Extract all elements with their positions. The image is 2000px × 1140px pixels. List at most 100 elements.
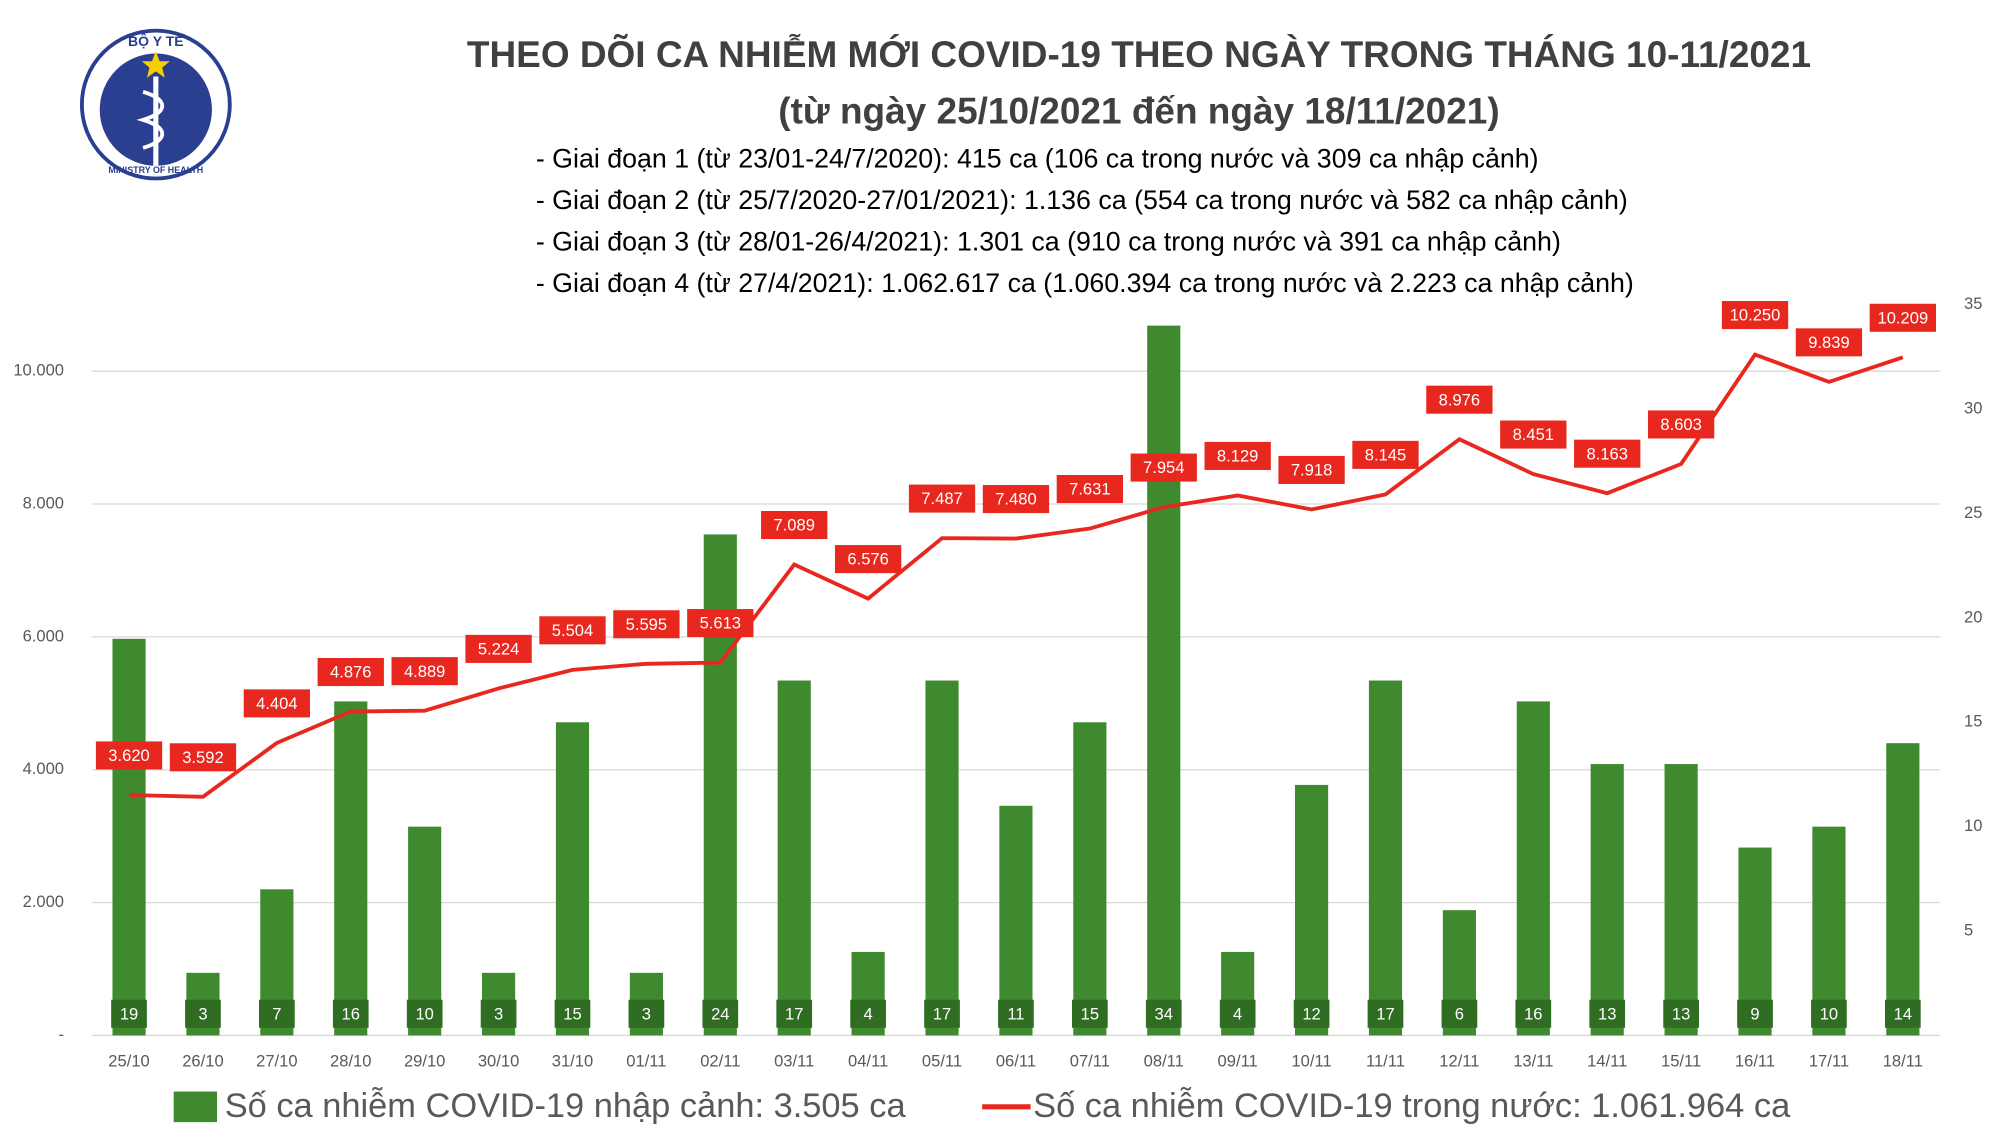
legend-label: Số ca nhiễm COVID-19 trong nước: 1.061.9… <box>1033 1086 1791 1125</box>
y-tick-label: 2.000 <box>23 892 64 911</box>
line-label-box <box>391 657 458 686</box>
y-tick-label: 4.000 <box>23 759 64 778</box>
line-label: 8.603 <box>1660 415 1701 434</box>
x-tick-label: 13/11 <box>1513 1052 1553 1071</box>
bar-label: 14 <box>1894 1004 1912 1023</box>
line-label: 4.876 <box>330 663 371 682</box>
x-tick-label: 01/11 <box>626 1052 666 1071</box>
x-tick-label: 29/10 <box>404 1052 445 1071</box>
line-label-box <box>761 510 828 540</box>
line-label-box <box>1278 455 1345 484</box>
line-label-box <box>1869 303 1936 332</box>
bar-label: 10 <box>1820 1004 1838 1023</box>
line-label-box <box>1574 439 1641 468</box>
line-label: 3.620 <box>108 746 149 765</box>
bar-label: 24 <box>711 1004 729 1023</box>
line-label: 8.163 <box>1586 444 1627 463</box>
line-label-box <box>1426 385 1493 414</box>
line-label-box <box>95 741 163 770</box>
bar-label: 19 <box>120 1004 138 1023</box>
x-tick-label: 14/11 <box>1587 1052 1627 1071</box>
y2-tick-label: 30 <box>1964 399 1982 418</box>
x-tick-label: 17/11 <box>1809 1052 1849 1071</box>
x-tick-label: 04/11 <box>848 1052 888 1071</box>
bar-label: 16 <box>342 1004 360 1023</box>
bar-label: 4 <box>1233 1004 1242 1023</box>
bar-label-box <box>406 999 443 1028</box>
line-label: 7.480 <box>995 490 1036 509</box>
y2-tick-label: 10 <box>1964 816 1982 835</box>
bar-label-box <box>1515 999 1552 1028</box>
x-tick-label: 15/11 <box>1661 1052 1701 1071</box>
bar-label: 15 <box>1081 1004 1099 1023</box>
line <box>128 352 1904 799</box>
bar-label-box <box>1589 999 1626 1028</box>
bar-label: 3 <box>642 1004 651 1023</box>
bar-label-box <box>1293 999 1330 1028</box>
bar-label: 16 <box>1524 1004 1542 1023</box>
line-label: 3.592 <box>182 748 223 767</box>
chart-subtitle: (từ ngày 25/10/2021 đến ngày 18/11/2021) <box>778 90 1499 131</box>
line-label: 10.250 <box>1730 306 1781 325</box>
line-label: 5.224 <box>478 640 519 659</box>
bar-label-box <box>185 999 221 1028</box>
bar-label-box <box>1145 999 1182 1028</box>
bar <box>1147 325 1181 1036</box>
bar-label-box <box>924 999 960 1028</box>
bar-label: 15 <box>563 1004 581 1023</box>
bar-label-box <box>1884 999 1921 1028</box>
line-label-box <box>243 689 311 718</box>
line-label: 5.504 <box>552 621 593 640</box>
x-tick-label: 07/11 <box>1070 1052 1110 1071</box>
line-label-box <box>317 657 384 687</box>
line-label-box <box>908 484 976 513</box>
line-label-box <box>982 485 1050 514</box>
bar-label: 10 <box>415 1004 433 1023</box>
bar-label-box <box>480 999 517 1028</box>
x-tick-label: 16/11 <box>1735 1052 1775 1071</box>
line-label-box <box>539 616 606 645</box>
x-tick-label: 28/10 <box>330 1052 371 1071</box>
bar-label-box <box>1071 999 1108 1028</box>
bar-label: 7 <box>272 1004 281 1023</box>
line-label: 7.954 <box>1143 458 1184 477</box>
line-label: 7.631 <box>1069 480 1110 499</box>
x-tick-label: 18/11 <box>1883 1052 1923 1071</box>
bar-label-box <box>1811 999 1847 1028</box>
note: - Giai đoạn 1 (từ 23/01-24/7/2020): 415 … <box>536 144 1539 174</box>
line-label: 8.145 <box>1365 446 1406 465</box>
line-label-box <box>687 609 754 638</box>
x-tick-label: 11/11 <box>1366 1052 1405 1071</box>
y2-tick-label: 5 <box>1964 920 1973 939</box>
line-label: 9.839 <box>1808 333 1849 352</box>
logo-snake <box>136 89 164 150</box>
bar <box>1368 680 1403 1036</box>
bar <box>925 680 959 1036</box>
line-label: 7.918 <box>1291 461 1332 480</box>
bar-label: 13 <box>1598 1004 1616 1023</box>
bar-label-box <box>332 999 369 1028</box>
line-label-box <box>613 610 680 639</box>
y-tick-label: 6.000 <box>23 626 64 645</box>
line-label-box <box>1500 420 1567 449</box>
bar <box>777 680 811 1036</box>
x-tick-label: 05/11 <box>922 1052 962 1071</box>
bar <box>1294 784 1329 1036</box>
logo: BỘ Y TẾ MINISTRY OF HEALTH <box>79 28 232 181</box>
bar-label: 6 <box>1455 1004 1464 1023</box>
line-label-box <box>1130 453 1197 482</box>
bar-label: 34 <box>1155 1004 1173 1023</box>
bar-label: 17 <box>1376 1004 1394 1023</box>
line-label-box <box>1795 328 1863 357</box>
line-label-box <box>169 743 237 772</box>
legend-swatch <box>173 1091 218 1123</box>
x-tick-label: 27/10 <box>256 1052 297 1071</box>
x-tick-label: 02/11 <box>700 1052 740 1071</box>
bar-label-box <box>1663 999 1699 1028</box>
x-tick-label: 09/11 <box>1218 1052 1258 1071</box>
bar-label: 17 <box>933 1004 951 1023</box>
bar-label-box <box>111 999 147 1028</box>
bar-label-box <box>702 999 739 1028</box>
